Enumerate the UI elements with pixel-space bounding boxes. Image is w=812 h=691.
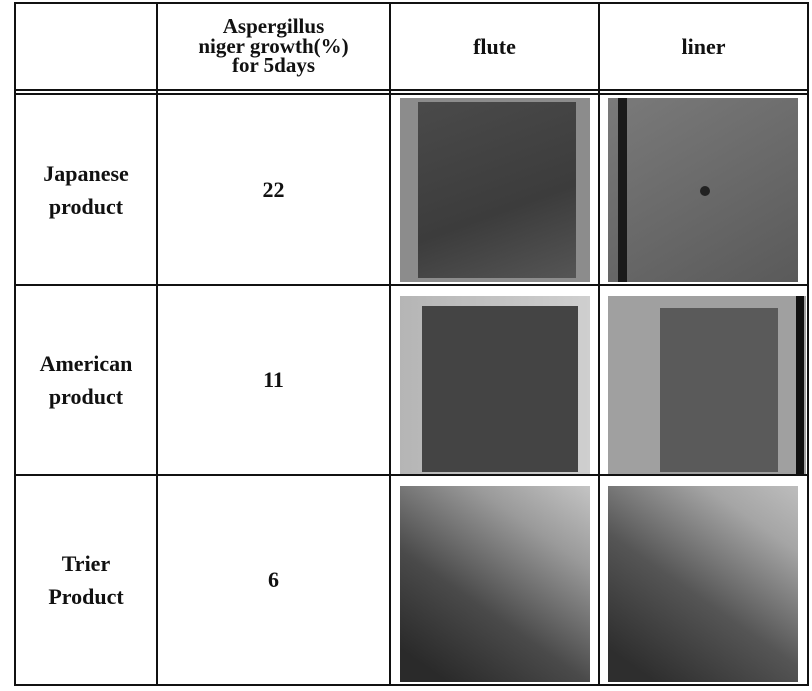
header-cell: liner [600, 4, 807, 89]
edge [618, 98, 627, 282]
row-label-line: Trier [62, 547, 110, 580]
flute-photo [400, 98, 590, 282]
growth-value: 6 [158, 476, 389, 684]
header-text: liner [682, 35, 726, 58]
growth-text: 22 [263, 178, 285, 201]
sample [422, 306, 578, 472]
sample [660, 308, 778, 472]
header-text: flute [473, 35, 516, 58]
growth-text: 11 [263, 368, 284, 391]
page: Aspergillus niger growth(%) for 5days fl… [0, 0, 812, 691]
flute-photo [400, 486, 590, 682]
row-label-line: American [40, 347, 133, 380]
liner-photo [608, 296, 806, 474]
growth-value: 11 [158, 286, 389, 474]
row-label-line: Japanese [43, 157, 129, 190]
row-label-line: Product [48, 580, 123, 613]
row-label-line: product [49, 380, 123, 413]
growth-text: 6 [268, 568, 279, 591]
table-border [14, 89, 809, 91]
liner-photo [608, 98, 798, 282]
table-border [14, 684, 809, 686]
table-border [598, 2, 600, 686]
sample [418, 102, 576, 278]
row-label: Trier Product [16, 476, 156, 684]
growth-value: 22 [158, 95, 389, 284]
row-label-line: product [49, 190, 123, 223]
header-line: for 5days [232, 56, 315, 76]
spot [700, 186, 710, 196]
table-border [389, 2, 391, 686]
liner-photo [608, 486, 798, 682]
header-cell: flute [391, 4, 598, 89]
edge [796, 296, 804, 474]
flute-photo [400, 296, 590, 474]
header-cell: Aspergillus niger growth(%) for 5days [158, 4, 389, 89]
table-border [807, 2, 809, 686]
row-label: Japanese product [16, 95, 156, 284]
row-label: American product [16, 286, 156, 474]
